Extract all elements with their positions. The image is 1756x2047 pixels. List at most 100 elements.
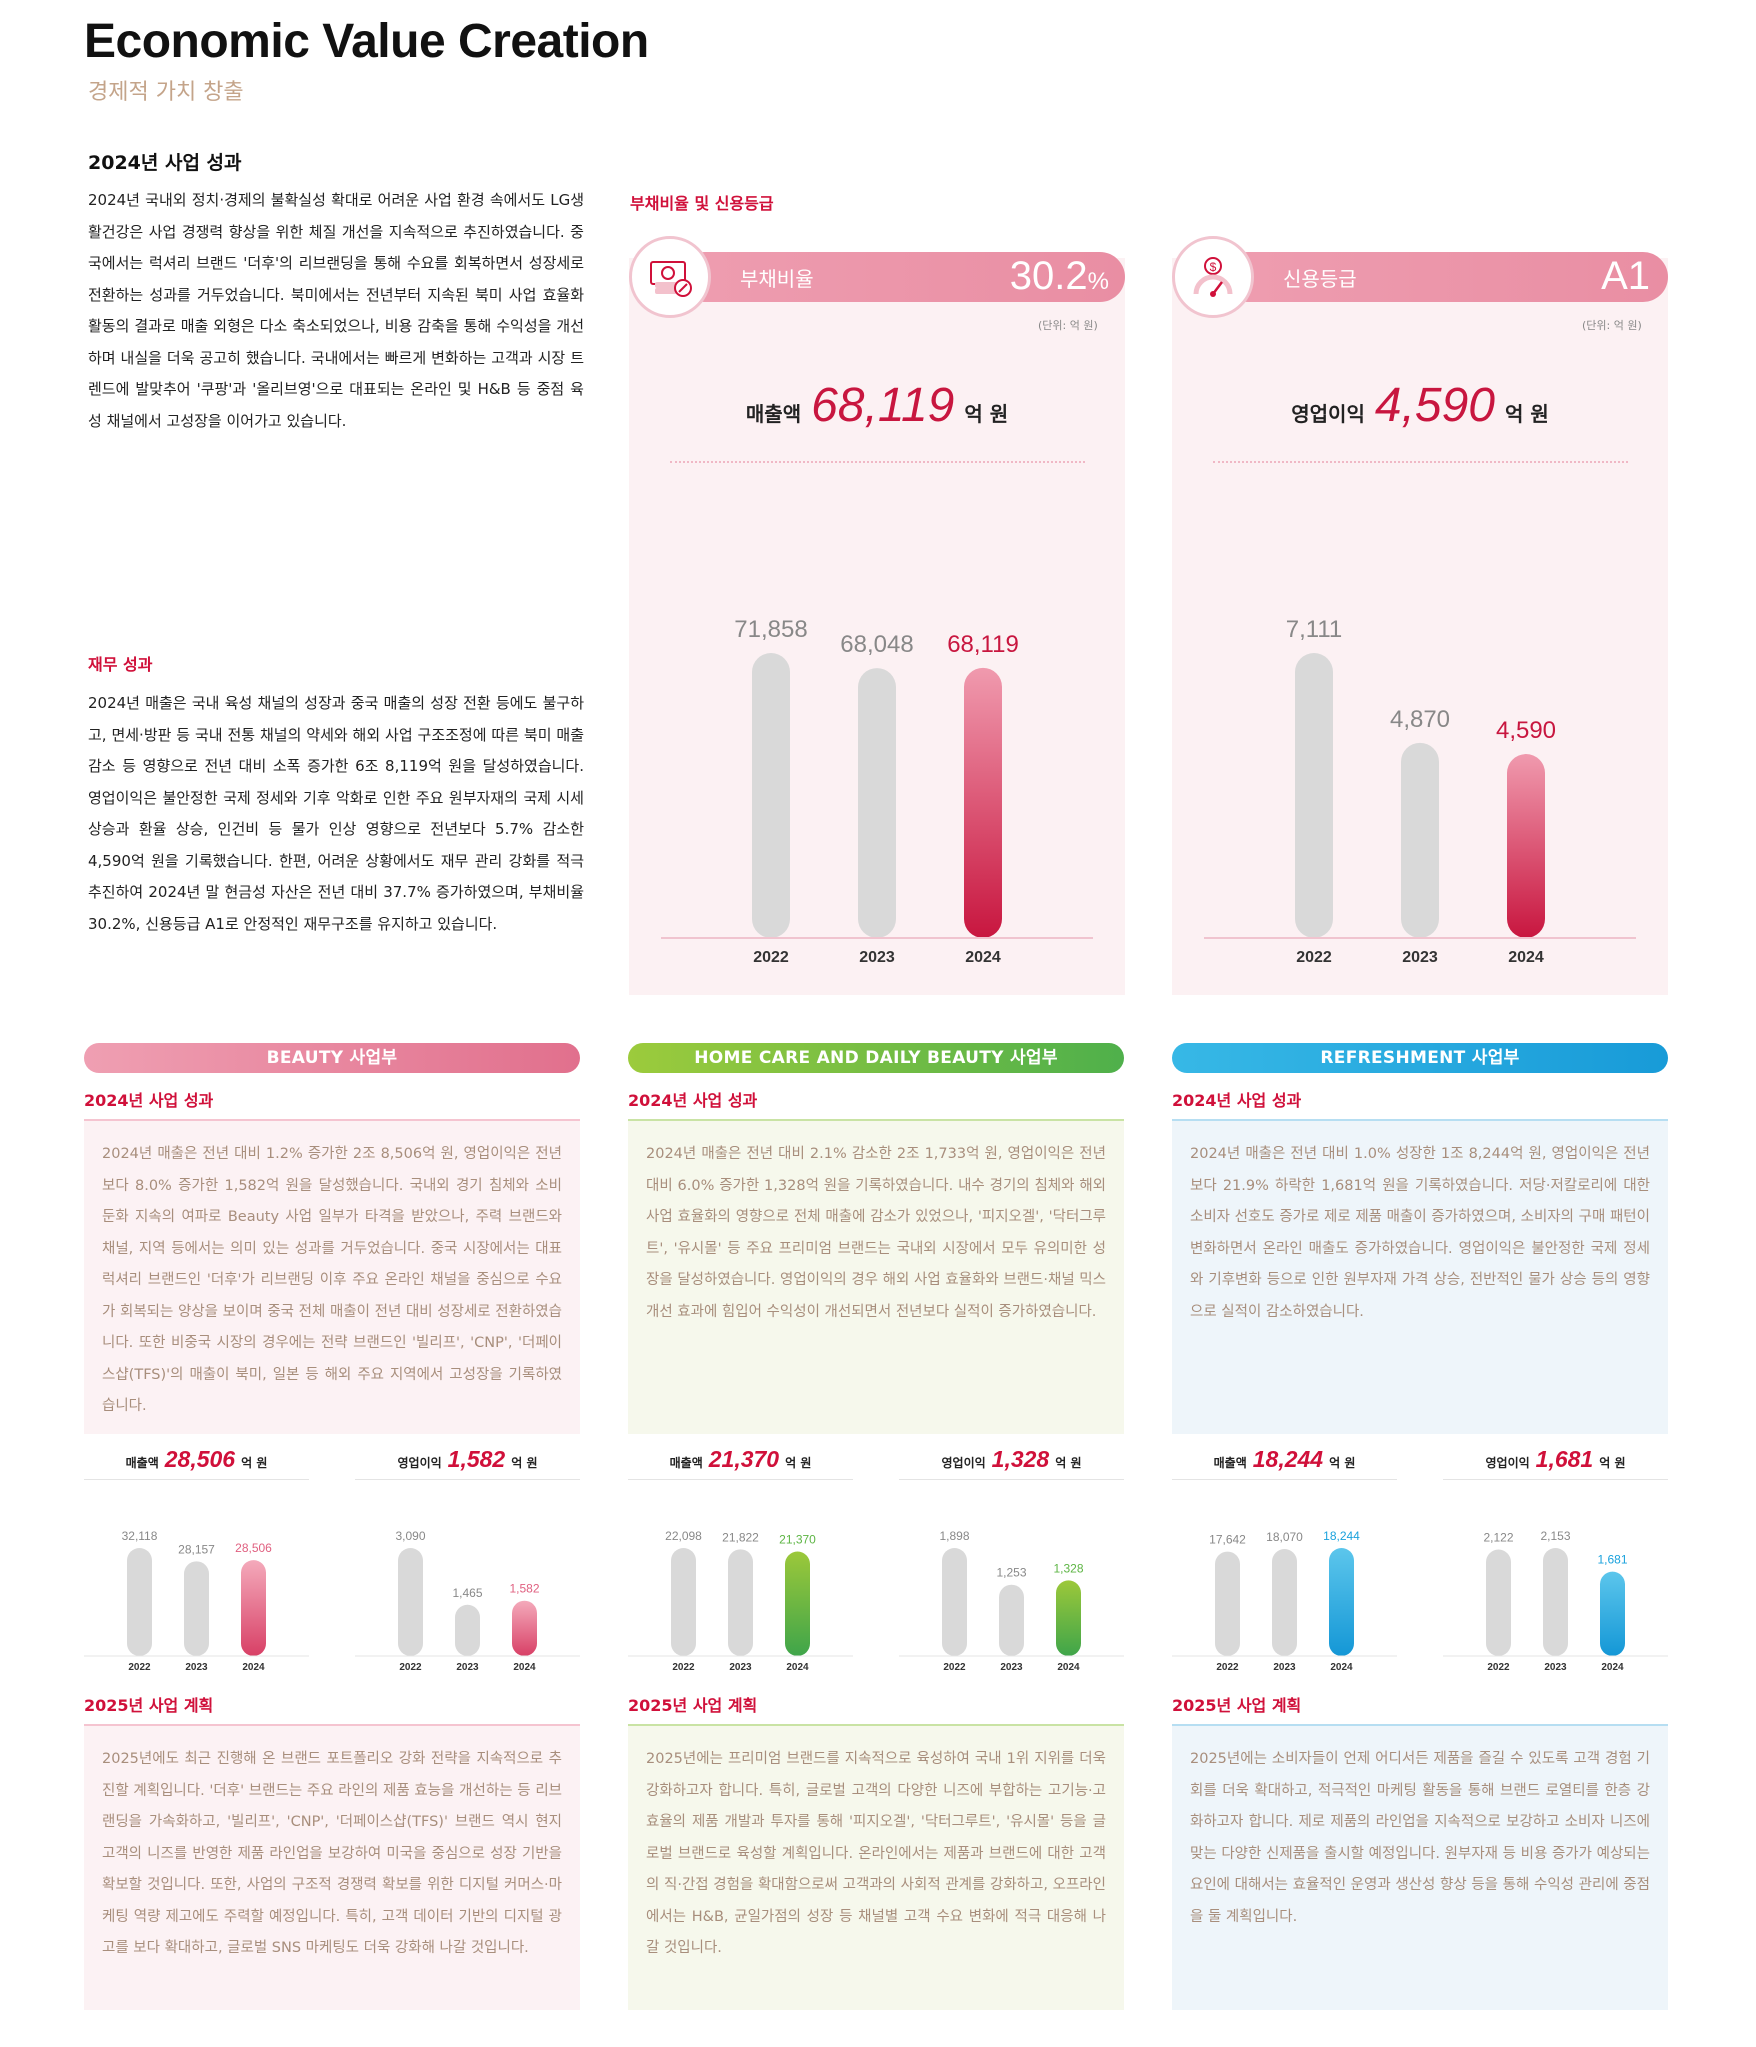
divider [1172, 1479, 1397, 1480]
homecare-sales-kpi: 매출액 21,370 억 원 [628, 1446, 853, 1473]
kpi-unit: 억 원 [241, 1456, 268, 1470]
refresh-sales-kpi: 매출액 18,244 억 원 [1172, 1446, 1397, 1473]
homecare-op-chart: 1,898 2022 1,253 2023 1,328 2024 [899, 1529, 1124, 1673]
credit-rating-label: 신용등급 [1283, 267, 1357, 291]
divider [899, 1479, 1124, 1480]
data-label: 4,870 [1390, 706, 1450, 733]
bar-2022 [127, 1548, 152, 1656]
debt-ratio-icon [629, 236, 711, 318]
refresh-plan-box: 2025년에는 소비자들이 언제 어디서든 제품을 즐길 수 있도록 고객 경험… [1172, 1726, 1668, 2010]
kpi-value: 1,582 [447, 1446, 506, 1472]
x-tick-label: 2022 [672, 1662, 695, 1673]
op-kpi-value: 4,590 [1374, 379, 1495, 432]
beauty-perf-text: 2024년 매출은 전년 대비 1.2% 증가한 2조 8,506억 원, 영업… [102, 1146, 562, 1414]
bar-2024 [512, 1600, 537, 1656]
x-tick-label: 2022 [943, 1662, 966, 1673]
sales-chart: 71,858 2022 68,048 2023 68,119 2024 [661, 616, 1093, 966]
divider [84, 1479, 309, 1480]
op-chart: 7,111 2022 4,870 2023 4,590 2024 [1204, 616, 1636, 966]
beauty-plan-text: 2025년에도 최근 진행해 온 브랜드 포트폴리오 강화 전략을 지속적으로 … [102, 1751, 562, 1956]
kpi-label: 영업이익 [941, 1456, 986, 1470]
homecare-charts: 매출액 21,370 억 원 영업이익 1,328 억 원 22,098 2022… [628, 1434, 1124, 1678]
refresh-plan-text: 2025년에는 소비자들이 언제 어디서든 제품을 즐길 수 있도록 고객 경험… [1190, 1751, 1650, 1925]
overview-text: 2024년 국내외 정치·경제의 불확실성 확대로 어려운 사업 환경 속에서도… [88, 191, 584, 430]
divider [1213, 461, 1628, 463]
bar-2024 [785, 1551, 810, 1656]
x-tick-label: 2023 [185, 1662, 208, 1673]
beauty-plan-title: 2025년 사업 계획 [84, 1696, 214, 1715]
data-label: 17,642 [1209, 1533, 1246, 1547]
bar-2024 [1507, 754, 1545, 938]
x-tick-label: 2022 [128, 1662, 151, 1673]
op-kpi-label: 영업이익 [1291, 402, 1365, 426]
beauty-perf-title: 2024년 사업 성과 [84, 1091, 214, 1110]
data-label: 3,090 [395, 1529, 425, 1543]
x-tick-label: 2023 [456, 1662, 479, 1673]
bar-2024 [964, 667, 1002, 938]
homecare-plan-title: 2025년 사업 계획 [628, 1696, 758, 1715]
x-tick-label: 2022 [753, 949, 789, 966]
divider [628, 1724, 1124, 1726]
data-label: 1,898 [939, 1529, 969, 1543]
kpi-unit: 억 원 [1599, 1456, 1626, 1470]
data-label: 32,118 [122, 1529, 158, 1543]
data-label: 28,506 [235, 1541, 272, 1555]
data-label: 4,590 [1496, 717, 1556, 744]
credit-rating-value: A1 [1601, 254, 1650, 298]
beauty-segment: BEAUTY 사업부 2024년 사업 성과 2024년 매출은 전년 대비 1… [84, 1043, 580, 2010]
divider [628, 1119, 1124, 1121]
kpi-value: 18,244 [1252, 1446, 1324, 1472]
x-tick-label: 2024 [1601, 1662, 1624, 1673]
kpi-value: 1,681 [1535, 1446, 1594, 1472]
data-label: 2,153 [1540, 1529, 1570, 1543]
data-label: 1,681 [1597, 1553, 1627, 1567]
data-label: 1,253 [996, 1566, 1026, 1580]
debt-ratio-value: 30.2% [1009, 254, 1109, 298]
divider [84, 1724, 580, 1726]
bar-2022 [1486, 1549, 1511, 1656]
x-tick-label: 2023 [859, 949, 895, 966]
credit-unit: (단위: 억 원) [1582, 319, 1642, 332]
beauty-op-kpi: 영업이익 1,582 억 원 [355, 1446, 580, 1473]
svg-text:$: $ [1210, 260, 1217, 274]
homecare-op-kpi: 영업이익 1,328 억 원 [899, 1446, 1124, 1473]
debt-ratio-pill: 부채비율 30.2% [680, 252, 1125, 302]
refresh-perf-text: 2024년 매출은 전년 대비 1.0% 성장한 1조 8,244억 원, 영업… [1190, 1146, 1650, 1320]
bar-2023 [1401, 742, 1439, 938]
sales-kpi: 매출액 68,119 억 원 [629, 378, 1125, 433]
bar-2022 [1295, 653, 1333, 938]
refresh-op-kpi: 영업이익 1,681 억 원 [1443, 1446, 1668, 1473]
refresh-sales-chart: 17,642 2022 18,070 2023 18,244 2024 [1172, 1529, 1397, 1673]
bar-2023 [1272, 1549, 1297, 1656]
data-label: 21,822 [722, 1530, 759, 1544]
beauty-op-chart: 3,090 2022 1,465 2023 1,582 2024 [355, 1529, 580, 1673]
financial-heading: 재무 성과 [88, 655, 153, 674]
homecare-header: HOME CARE AND DAILY BEAUTY 사업부 [628, 1043, 1124, 1073]
beauty-sales-chart: 32,118 2022 28,157 2023 28,506 2024 [84, 1529, 309, 1673]
op-kpi: 영업이익 4,590 억 원 [1172, 378, 1668, 433]
refresh-header: REFRESHMENT 사업부 [1172, 1043, 1668, 1073]
kpi-unit: 억 원 [1055, 1456, 1082, 1470]
bar-2022 [1215, 1551, 1240, 1656]
x-tick-label: 2024 [786, 1662, 809, 1673]
divider [1172, 1119, 1668, 1121]
kpi-value: 1,328 [991, 1446, 1050, 1472]
divider [670, 461, 1085, 463]
divider [1172, 1724, 1668, 1726]
x-tick-label: 2023 [1544, 1662, 1567, 1673]
homecare-sales-chart: 22,098 2022 21,822 2023 21,370 2024 [628, 1529, 853, 1673]
bar-2024 [1056, 1580, 1081, 1656]
homecare-perf-title: 2024년 사업 성과 [628, 1091, 758, 1110]
debt-ratio-label: 부채비율 [740, 267, 814, 291]
page-title: Economic Value Creation [84, 15, 649, 68]
beauty-perf-box: 2024년 매출은 전년 대비 1.2% 증가한 2조 8,506억 원, 영업… [84, 1121, 580, 1434]
data-label: 68,048 [840, 631, 913, 658]
bar-2024 [1329, 1548, 1354, 1656]
data-label: 2,122 [1483, 1531, 1513, 1545]
sales-kpi-unit: 억 원 [964, 402, 1009, 426]
bar-2023 [858, 668, 896, 938]
data-label: 1,465 [452, 1586, 482, 1600]
kpi-label: 매출액 [669, 1456, 703, 1470]
x-tick-label: 2022 [1216, 1662, 1239, 1673]
kpi-unit: 억 원 [511, 1456, 538, 1470]
